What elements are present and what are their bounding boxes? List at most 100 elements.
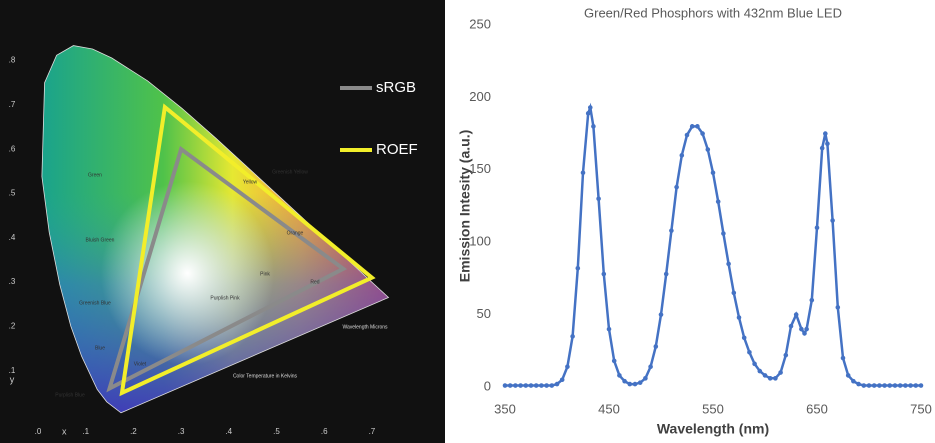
point	[601, 271, 607, 277]
y-tick-label: .8	[9, 56, 16, 65]
x-tick-label: 450	[598, 401, 620, 416]
point	[689, 124, 695, 129]
y-tick-label: .1	[9, 366, 16, 375]
point	[877, 383, 882, 388]
point	[762, 373, 768, 378]
point	[809, 297, 815, 303]
region-label: Color Temperature in Kelvins	[233, 373, 298, 379]
point	[565, 364, 570, 370]
point	[637, 380, 643, 385]
y-tick-label: .3	[9, 277, 16, 286]
roef-triangle	[119, 103, 376, 397]
point	[721, 231, 726, 236]
point	[897, 383, 903, 388]
y-tick-label: 100	[469, 234, 491, 249]
point	[871, 383, 877, 388]
point	[741, 335, 747, 341]
x-tick-label: .2	[130, 427, 137, 436]
point	[570, 334, 575, 339]
point	[580, 170, 586, 175]
region-label: Green	[88, 172, 102, 178]
point	[679, 153, 685, 158]
srgb-triangle	[106, 145, 348, 393]
point	[918, 383, 924, 388]
point	[887, 383, 893, 388]
x-tick-label: 550	[702, 401, 724, 416]
x-tick-label: .3	[178, 427, 185, 436]
point	[903, 383, 908, 388]
x-tick-label: .4	[225, 427, 232, 436]
x-tick-label: 350	[494, 401, 516, 416]
point	[653, 344, 659, 349]
y-axis-label: y	[10, 374, 15, 384]
legend-label: sRGB	[376, 79, 416, 96]
point	[507, 383, 513, 388]
point	[757, 368, 763, 374]
cie-diagram: sRGB ROEF .0 .1 .2 .3 .4 .5 .6 .7 .8 .7 .6 .5 .4 .3 .2 .1…	[9, 45, 418, 436]
legend-label: ROEF	[376, 141, 418, 158]
point	[585, 111, 591, 116]
y-tick-label: .4	[9, 233, 16, 242]
point	[575, 265, 581, 271]
point	[554, 381, 560, 387]
point	[736, 315, 742, 320]
line	[505, 102, 921, 387]
point	[648, 364, 653, 370]
point	[643, 376, 648, 381]
region-label: Orange	[287, 230, 304, 236]
point	[778, 370, 783, 375]
point	[591, 124, 596, 129]
y-tick-label: 200	[469, 89, 491, 104]
x-axis-title: Wavelength (nm)	[657, 421, 769, 437]
point	[606, 326, 612, 332]
point	[539, 383, 544, 388]
point	[802, 331, 807, 336]
point	[596, 196, 601, 202]
point	[611, 358, 617, 364]
point	[856, 381, 861, 387]
region-label: Greenish Yellow	[272, 169, 308, 175]
y-axis-title: Emission Intesity (a.u.)	[457, 130, 473, 282]
point	[788, 323, 794, 329]
point	[658, 312, 664, 317]
region-label: Violet	[134, 361, 147, 367]
point	[866, 383, 872, 388]
point	[528, 383, 534, 388]
point	[632, 381, 638, 387]
point	[908, 383, 913, 388]
point	[840, 355, 846, 361]
y-tick-label: .7	[9, 100, 16, 109]
point	[892, 383, 898, 388]
point	[882, 383, 887, 388]
point	[814, 225, 820, 231]
point	[523, 383, 529, 388]
region-label: Wavelength Microns	[342, 324, 388, 330]
point	[731, 290, 737, 296]
region-label: Purplish Blue	[55, 392, 85, 398]
y-tick-label: .5	[9, 189, 16, 198]
point	[835, 305, 841, 310]
region-label: Bluish Green	[86, 237, 115, 243]
y-tick-label: 50	[477, 306, 491, 321]
region-label: Blue	[95, 345, 105, 351]
point	[627, 381, 633, 387]
point	[674, 184, 679, 190]
point	[533, 383, 539, 388]
point	[767, 376, 773, 381]
region-label: Red	[310, 279, 319, 285]
point	[819, 145, 825, 151]
point	[747, 349, 752, 355]
point	[861, 383, 867, 388]
point	[913, 383, 919, 388]
point	[622, 378, 627, 384]
chart-title: Green/Red Phosphors with 432nm Blue LED	[584, 5, 842, 20]
y-tick-label: 150	[469, 161, 491, 176]
region-label: Purplish Pink	[210, 295, 240, 301]
point	[684, 132, 690, 138]
x-axis-label: x	[62, 426, 67, 436]
region-label: Yellow	[243, 179, 258, 185]
point	[700, 131, 705, 136]
x-tick-label: .5	[273, 427, 280, 436]
point	[804, 326, 809, 332]
y-tick-label: .2	[9, 322, 16, 331]
